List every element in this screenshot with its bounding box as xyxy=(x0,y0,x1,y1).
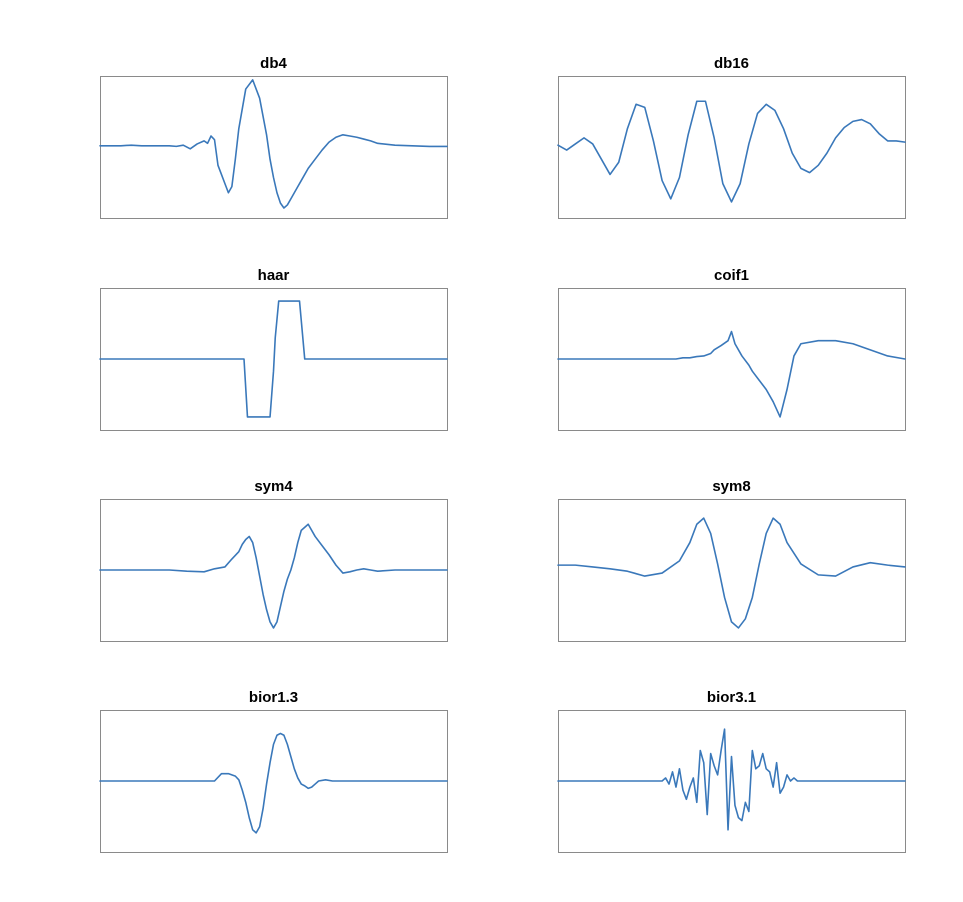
series-line-haar xyxy=(99,300,448,418)
panel-title: db4 xyxy=(260,55,287,72)
panel-title: haar xyxy=(258,267,290,284)
panel-title: sym4 xyxy=(254,478,293,495)
series-line-coif1 xyxy=(557,330,906,418)
plot-area-frame xyxy=(558,499,906,642)
panel-db16: db16 xyxy=(557,55,906,219)
plot-area-frame xyxy=(100,76,448,219)
panel-bior1-3: bior1.3 xyxy=(99,689,448,853)
panel-title: bior3.1 xyxy=(707,689,756,706)
series-line-bior3-1 xyxy=(557,728,906,831)
panel-title: db16 xyxy=(714,55,749,72)
panel-coif1: coif1 xyxy=(557,267,906,431)
panel-title: coif1 xyxy=(714,267,749,284)
panel-bior3-1: bior3.1 xyxy=(557,689,906,853)
series-line-db4 xyxy=(99,79,448,209)
series-line-sym8 xyxy=(557,517,906,629)
series-line-bior1-3 xyxy=(99,732,448,834)
panel-haar: haar xyxy=(99,267,448,431)
series-line-db16 xyxy=(557,100,906,203)
plot-area-frame xyxy=(558,76,906,219)
panel-title: sym8 xyxy=(712,478,750,495)
panel-sym8: sym8 xyxy=(557,478,906,642)
panel-title: bior1.3 xyxy=(249,689,298,706)
panel-db4: db4 xyxy=(99,55,448,219)
panel-sym4: sym4 xyxy=(99,478,448,642)
series-line-sym4 xyxy=(99,523,448,629)
